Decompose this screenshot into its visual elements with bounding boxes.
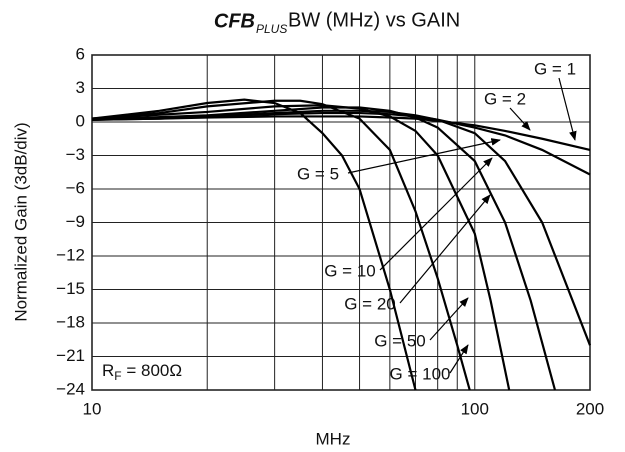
rf-sub: F [114, 369, 121, 383]
logo-sub: PLUS [256, 22, 287, 36]
y-tick-label: −24 [56, 379, 85, 398]
curve [91, 99, 471, 391]
legend-label: G = 10 [324, 261, 376, 280]
x-tick-label: 10 [83, 399, 102, 418]
x-tick-label: 200 [576, 399, 604, 418]
annotation-arrow [399, 194, 491, 304]
y-tick-label: 3 [76, 78, 85, 97]
legend-label: G = 5 [297, 164, 339, 183]
rf-main: R [102, 361, 114, 380]
y-tick-label: −9 [66, 212, 85, 231]
curve [91, 104, 511, 391]
annotation-arrow [379, 157, 493, 271]
y-tick-label: −3 [66, 145, 85, 164]
legend-label: G = 100 [390, 364, 451, 383]
annotation-arrow [558, 77, 577, 141]
y-tick-label: −21 [56, 346, 85, 365]
curve [91, 109, 592, 346]
y-tick-label: 0 [76, 111, 85, 130]
curve [91, 98, 417, 391]
annotation-arrow [509, 107, 531, 131]
y-tick-label: −12 [56, 245, 85, 264]
curve [91, 115, 591, 151]
y-tick-label: −6 [66, 178, 85, 197]
legend-label: G = 50 [374, 331, 426, 350]
chart-title: BW (MHz) vs GAIN [288, 9, 460, 31]
y-axis-label: Normalized Gain (3dB/div) [11, 122, 30, 321]
rf-label: RF = 800Ω [102, 361, 182, 383]
logo: CFB [214, 10, 255, 32]
annotation-arrow [347, 138, 501, 174]
legend-label: G = 20 [344, 294, 396, 313]
y-tick-label: −15 [56, 279, 85, 298]
x-tick-label: 100 [461, 399, 489, 418]
annotation-arrow [449, 344, 469, 374]
x-axis-label: MHz [316, 429, 351, 448]
curve [91, 106, 557, 391]
y-tick-label: −18 [56, 312, 85, 331]
legend-label: G = 1 [534, 59, 576, 78]
annotation-arrow [429, 297, 469, 341]
rf-rest: = 800Ω [122, 361, 182, 380]
legend-label: G = 2 [484, 89, 526, 108]
y-tick-label: 6 [76, 44, 85, 63]
